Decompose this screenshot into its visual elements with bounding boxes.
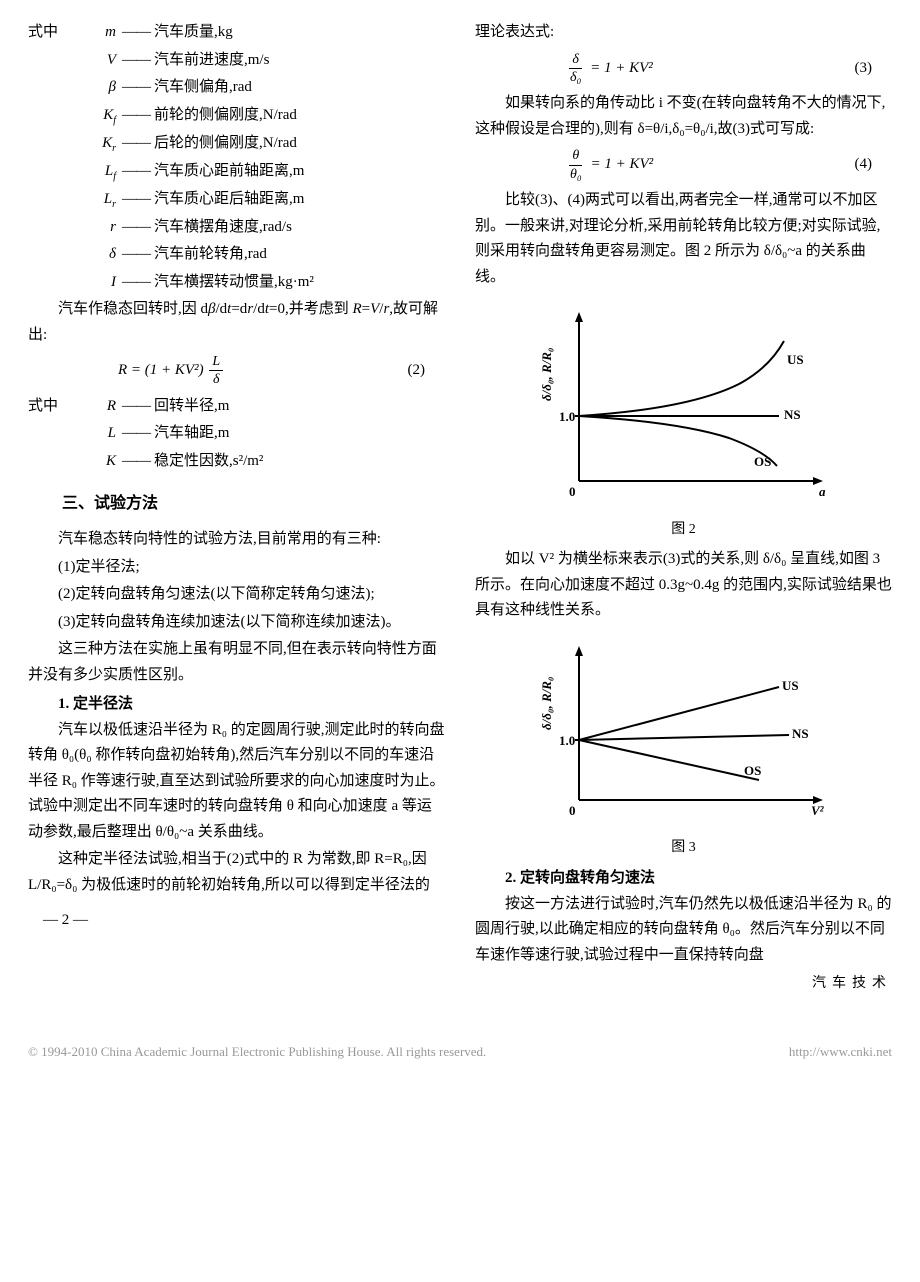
page-number: — 2 — xyxy=(28,908,445,934)
symbol-desc: 汽车轴距,m xyxy=(154,421,229,447)
symbol: Lf xyxy=(84,159,122,185)
symbol: m xyxy=(84,20,122,46)
footer-url: http://www.cnki.net xyxy=(789,1041,892,1063)
defs-intro: 式中 xyxy=(28,20,58,46)
symbol-row: V——汽车前进速度,m/s xyxy=(84,48,314,74)
p-methods-intro: 汽车稳态转向特性的试验方法,目前常用的有三种: xyxy=(28,527,445,553)
eq2-number: (2) xyxy=(408,358,426,384)
p-theory-expr: 理论表达式: xyxy=(475,20,892,46)
symbol: Lr xyxy=(84,187,122,213)
symbol-row: L——汽车轴距,m xyxy=(84,421,263,447)
symbol: I xyxy=(84,270,122,296)
p-methods-note: 这三种方法在实施上虽有明显不同,但在表示转向特性方面并没有多少实质性区别。 xyxy=(28,637,445,688)
symbol: Kr xyxy=(84,131,122,157)
symbol: r xyxy=(84,215,122,241)
footer: © 1994-2010 China Academic Journal Elect… xyxy=(28,1041,892,1063)
page-body: 式中 m——汽车质量,kgV——汽车前进速度,m/sβ——汽车侧偏角,radKf… xyxy=(28,20,892,996)
figure-3: 1.0 0 δ/δ₀, R/R₀ V² NS US OS 图 3 xyxy=(475,640,892,860)
svg-text:NS: NS xyxy=(784,407,801,422)
symbol-desc: 汽车质心距前轴距离,m xyxy=(154,159,304,185)
svg-text:0: 0 xyxy=(569,803,576,818)
svg-text:US: US xyxy=(787,352,804,367)
svg-text:δ/δ₀, R/R₀: δ/δ₀, R/R₀ xyxy=(539,676,554,729)
svg-text:NS: NS xyxy=(792,726,809,741)
symbol: K xyxy=(84,449,122,475)
equation-4: θθ₀ = 1 + KV² (4) xyxy=(475,148,892,182)
p-method-1: (1)定半径法; xyxy=(28,555,445,581)
symbol-list-2: R——回转半径,mL——汽车轴距,mK——稳定性因数,s²/m² xyxy=(84,394,263,477)
figure-2-caption: 图 2 xyxy=(475,518,892,542)
symbol-desc: 后轮的侧偏刚度,N/rad xyxy=(154,131,297,157)
svg-text:1.0: 1.0 xyxy=(559,409,575,424)
symbol-row: δ——汽车前轮转角,rad xyxy=(84,242,314,268)
p-ratio-assumption: 如果转向系的角传动比 i 不变(在转向盘转角不大的情况下,这种假设是合理的),则… xyxy=(475,91,892,142)
eq4-number: (4) xyxy=(855,152,873,178)
derivation-p1: 汽车作稳态回转时,因 dβ/dt=dr/dt=0,并考虑到 R=V/r,故可解出… xyxy=(28,297,445,348)
svg-text:δ/δ₀, R/R₀: δ/δ₀, R/R₀ xyxy=(539,348,554,401)
symbol-row: K——稳定性因数,s²/m² xyxy=(84,449,263,475)
symbol-desc: 汽车横摆转动惯量,kg·m² xyxy=(154,270,314,296)
equation-3: δδ₀ = 1 + KV² (3) xyxy=(475,52,892,86)
svg-text:OS: OS xyxy=(754,454,771,469)
symbol-list: m——汽车质量,kgV——汽车前进速度,m/sβ——汽车侧偏角,radKf——前… xyxy=(84,20,314,297)
symbol: Kf xyxy=(84,103,122,129)
svg-text:0: 0 xyxy=(569,484,576,499)
journal-name: 汽车技术 xyxy=(475,972,892,996)
p-fixed-angle: 按这一方法进行试验时,汽车仍然先以极低速沿半径为 R₀ 的圆周行驶,以此确定相应… xyxy=(475,892,892,969)
symbol: V xyxy=(84,48,122,74)
right-column: 理论表达式: δδ₀ = 1 + KV² (3) 如果转向系的角传动比 i 不变… xyxy=(475,20,892,996)
svg-text:US: US xyxy=(782,678,799,693)
figure-3-caption: 图 3 xyxy=(475,836,892,860)
symbol-desc: 回转半径,m xyxy=(154,394,229,420)
eq3-number: (3) xyxy=(855,56,873,82)
section-3-title: 三、试验方法 xyxy=(62,490,445,517)
symbol-row: r——汽车横摆角速度,rad/s xyxy=(84,215,314,241)
symbol-row: Kr——后轮的侧偏刚度,N/rad xyxy=(84,131,314,157)
svg-text:1.0: 1.0 xyxy=(559,733,575,748)
p-v2-linear: 如以 V² 为横坐标来表示(3)式的关系,则 δ/δ₀ 呈直线,如图 3 所示。… xyxy=(475,547,892,624)
symbol-desc: 汽车质量,kg xyxy=(154,20,233,46)
p-method-3: (3)定转向盘转角连续加速法(以下简称连续加速法)。 xyxy=(28,610,445,636)
defs2-intro: 式中 xyxy=(28,394,58,420)
symbol-row: I——汽车横摆转动惯量,kg·m² xyxy=(84,270,314,296)
left-column: 式中 m——汽车质量,kgV——汽车前进速度,m/sβ——汽车侧偏角,radKf… xyxy=(28,20,445,996)
symbol-row: Lf——汽车质心距前轴距离,m xyxy=(84,159,314,185)
symbol-desc: 汽车侧偏角,rad xyxy=(154,75,252,101)
svg-text:OS: OS xyxy=(744,763,761,778)
p-method-2: (2)定转向盘转角匀速法(以下简称定转角匀速法); xyxy=(28,582,445,608)
symbol: β xyxy=(84,75,122,101)
svg-text:a: a xyxy=(819,484,826,499)
symbol: δ xyxy=(84,242,122,268)
symbol-row: Lr——汽车质心距后轴距离,m xyxy=(84,187,314,213)
subsec-2-title: 2. 定转向盘转角匀速法 xyxy=(475,866,892,892)
symbol-row: R——回转半径,m xyxy=(84,394,263,420)
symbol-row: β——汽车侧偏角,rad xyxy=(84,75,314,101)
figure-2: 1.0 0 δ/δ₀, R/R₀ a NS US OS 图 2 xyxy=(475,306,892,541)
symbol: L xyxy=(84,421,122,447)
symbol-desc: 汽车横摆角速度,rad/s xyxy=(154,215,292,241)
symbol-desc: 前轮的侧偏刚度,N/rad xyxy=(154,103,297,129)
symbol-row: Kf——前轮的侧偏刚度,N/rad xyxy=(84,103,314,129)
p-fixed-radius-2: 这种定半径法试验,相当于(2)式中的 R 为常数,即 R=R₀,因 L/R₀=δ… xyxy=(28,847,445,898)
copyright-text: © 1994-2010 China Academic Journal Elect… xyxy=(28,1041,486,1063)
subsec-1-title: 1. 定半径法 xyxy=(28,692,445,718)
p-fixed-radius-1: 汽车以极低速沿半径为 R₀ 的定圆周行驶,测定此时的转向盘转角 θ₀(θ₀ 称作… xyxy=(28,718,445,846)
symbol-desc: 稳定性因数,s²/m² xyxy=(154,449,263,475)
symbol-desc: 汽车质心距后轴距离,m xyxy=(154,187,304,213)
equation-2: R = (1 + KV²) Lδ (2) xyxy=(28,354,445,388)
symbol: R xyxy=(84,394,122,420)
svg-text:V²: V² xyxy=(811,803,825,818)
p-compare-eq34: 比较(3)、(4)两式可以看出,两者完全一样,通常可以不加区别。一般来讲,对理论… xyxy=(475,188,892,290)
symbol-desc: 汽车前轮转角,rad xyxy=(154,242,267,268)
symbol-row: m——汽车质量,kg xyxy=(84,20,314,46)
symbol-desc: 汽车前进速度,m/s xyxy=(154,48,269,74)
